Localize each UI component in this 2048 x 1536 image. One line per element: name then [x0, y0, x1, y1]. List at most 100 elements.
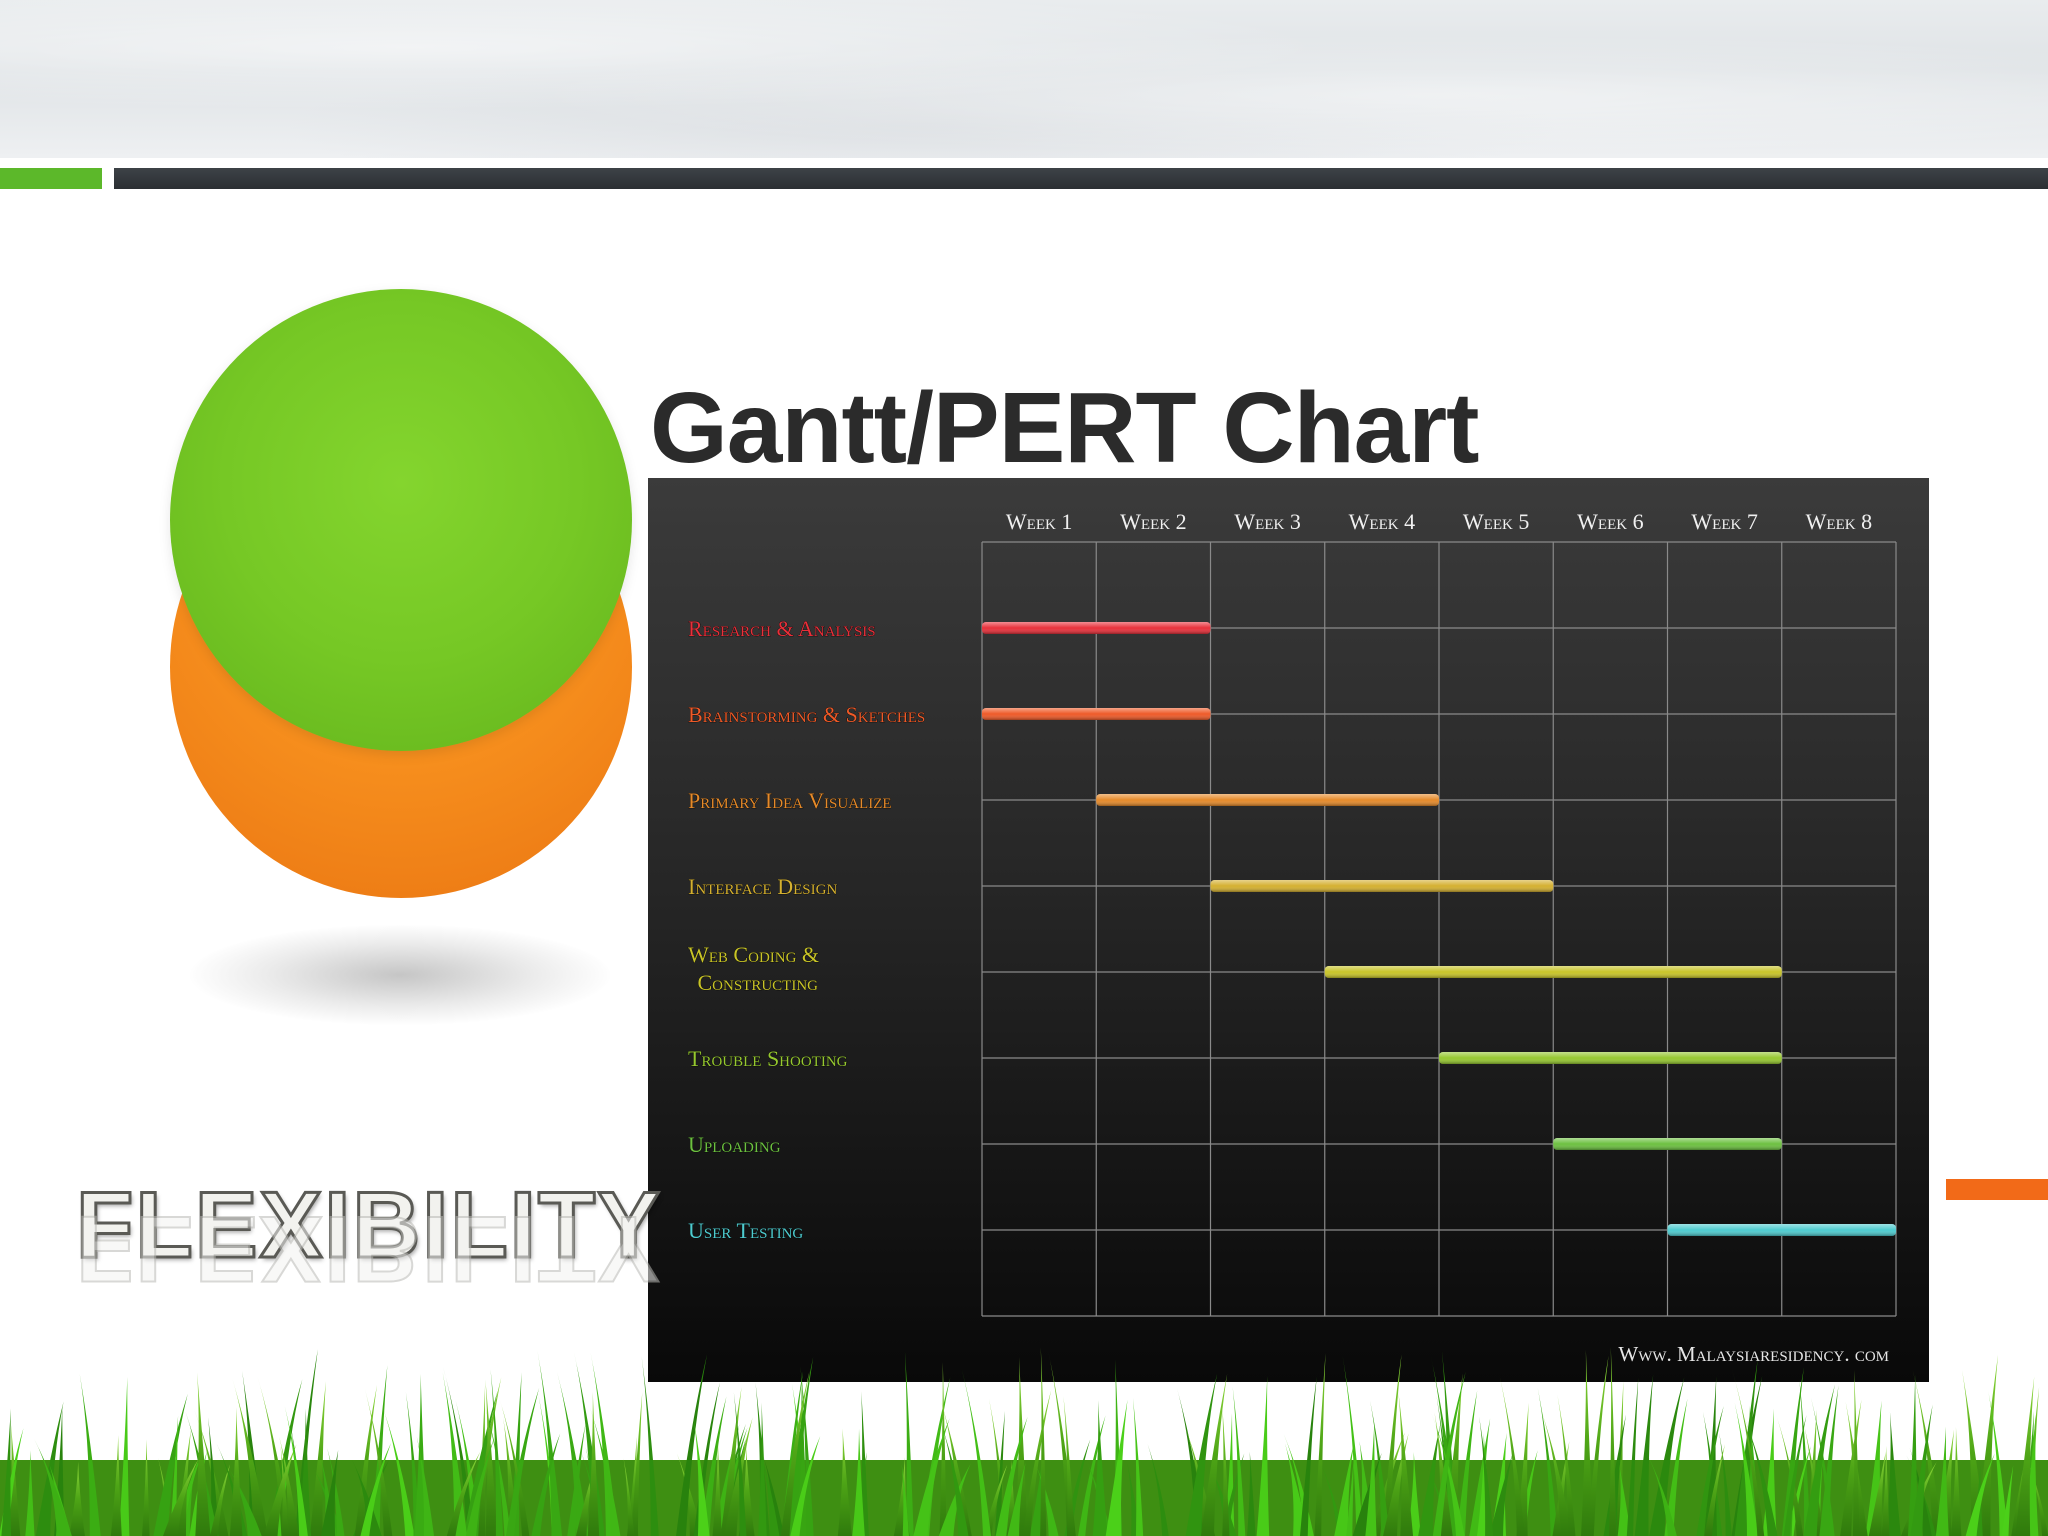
- gantt-week-labels: Week 1 Week 2 Week 3 Week 4 Week 5 Week 6 Week…: [1006, 509, 1872, 534]
- grass-blade: [2028, 1464, 2048, 1536]
- grass-blade: [983, 1464, 1008, 1536]
- grass-blade: [1907, 1374, 1918, 1536]
- task-bar-shine: [1096, 794, 1439, 806]
- grass-blade: [1382, 1354, 1402, 1536]
- grass-blade: [1456, 1390, 1478, 1536]
- grass-blade: [229, 1407, 243, 1536]
- grass-blade: [790, 1436, 821, 1536]
- grass-blade: [153, 1393, 188, 1536]
- gantt-bars: [982, 622, 1896, 1236]
- grass-blade: [1040, 1347, 1047, 1536]
- grass-blade: [1799, 1379, 1811, 1536]
- grass-blade: [35, 1401, 64, 1536]
- grass-blade: [1696, 1405, 1724, 1536]
- grass-blade: [994, 1410, 1005, 1536]
- grass-blade: [762, 1455, 785, 1536]
- week-label: Week 3: [1234, 509, 1300, 534]
- grass-blade: [79, 1373, 101, 1536]
- grass-blade: [1479, 1416, 1494, 1536]
- grass-blade: [567, 1424, 586, 1536]
- task-label: Interface Design: [688, 874, 837, 899]
- grass-blade: [573, 1351, 605, 1536]
- grass-blade: [961, 1368, 992, 1536]
- grass-blade: [118, 1377, 130, 1536]
- grass-blade: [485, 1408, 512, 1536]
- grass-blade: [320, 1449, 339, 1536]
- grass-blade: [1743, 1414, 1778, 1536]
- task-bar-shine: [1210, 880, 1554, 892]
- grass-blade: [1092, 1400, 1108, 1536]
- grass-blade: [1609, 1347, 1617, 1536]
- grass-blade: [8, 1422, 21, 1536]
- grass-blade: [1431, 1413, 1465, 1536]
- grass-blade: [263, 1444, 297, 1536]
- grass-blade: [1664, 1398, 1688, 1536]
- grass-blade: [1185, 1373, 1218, 1536]
- grass-blade: [904, 1351, 914, 1536]
- grass-blade: [2015, 1376, 2035, 1536]
- accent-bar-green: [0, 168, 102, 189]
- grass-blade: [195, 1372, 211, 1536]
- grass-blade: [416, 1436, 435, 1536]
- grass-blade: [1646, 1452, 1677, 1536]
- grass-blade: [142, 1439, 150, 1536]
- grass-blade: [1580, 1349, 1594, 1536]
- grass-blade: [1776, 1414, 1804, 1536]
- grass-blade: [939, 1362, 947, 1536]
- grass-blade: [208, 1417, 219, 1536]
- grass-blade: [1951, 1427, 1962, 1536]
- task-label: Web Coding & Constructing: [688, 942, 819, 995]
- grass-blade: [676, 1453, 703, 1536]
- grass-blade: [1247, 1451, 1256, 1536]
- grass-blade: [1432, 1372, 1466, 1536]
- grass-blade: [1603, 1414, 1627, 1536]
- grass-blade: [1586, 1355, 1609, 1536]
- grass-blade: [1912, 1369, 1943, 1536]
- grass-blade: [1886, 1412, 1901, 1536]
- grass-blade: [837, 1428, 852, 1536]
- accent-bar-orange: [1946, 1179, 2048, 1200]
- task-bar-shine: [1439, 1052, 1782, 1064]
- grass-blade: [589, 1407, 621, 1536]
- grass-blade: [1803, 1384, 1836, 1536]
- week-label: Week 8: [1806, 509, 1872, 534]
- grass-blade: [34, 1439, 72, 1536]
- week-label: Week 6: [1577, 509, 1643, 534]
- grass-blade: [641, 1356, 659, 1536]
- grass-blade: [676, 1354, 708, 1536]
- grass-blade: [1342, 1355, 1364, 1536]
- task-label: Trouble Shooting: [688, 1046, 848, 1071]
- grass-blade: [25, 1450, 35, 1536]
- grass-blade: [1557, 1394, 1576, 1536]
- grass-blade: [1868, 1451, 1886, 1536]
- task-bar-shine: [982, 622, 1211, 634]
- grass-blade: [1489, 1452, 1513, 1536]
- flexibility-word: FLEXIBILITY: [75, 1172, 662, 1277]
- grass-blade: [381, 1402, 415, 1536]
- grass-blade: [1852, 1369, 1860, 1536]
- grass-blade: [1781, 1367, 1804, 1536]
- grass-blade: [1649, 1377, 1685, 1536]
- grass-blade: [1132, 1397, 1144, 1536]
- grass-blade: [1105, 1399, 1128, 1536]
- grass-blade: [1469, 1418, 1491, 1536]
- grass-blade: [723, 1417, 753, 1536]
- grass-blade: [852, 1428, 865, 1536]
- grass-blade: [1819, 1385, 1839, 1536]
- grass-blade: [733, 1392, 747, 1536]
- flexibility-reflection: FLEXIBILITY: [75, 1196, 663, 1303]
- grass-blade: [1, 1408, 12, 1536]
- week-label: Week 5: [1463, 509, 1529, 534]
- grass-blade: [1398, 1390, 1414, 1536]
- chart-source-label: Www. Malaysiaresidency. com: [1618, 1342, 1889, 1366]
- task-bar-shine: [1324, 966, 1782, 978]
- grass-blade: [1988, 1391, 2009, 1536]
- grass-blade: [232, 1378, 268, 1536]
- task-bar-shine: [1553, 1138, 1782, 1150]
- grass-blade: [758, 1402, 767, 1536]
- grass-border: [0, 1347, 2048, 1536]
- grass-blade: [1734, 1359, 1758, 1536]
- grass-blade: [1537, 1387, 1558, 1536]
- grass-blade: [327, 1448, 345, 1536]
- grass-blade: [1314, 1353, 1326, 1536]
